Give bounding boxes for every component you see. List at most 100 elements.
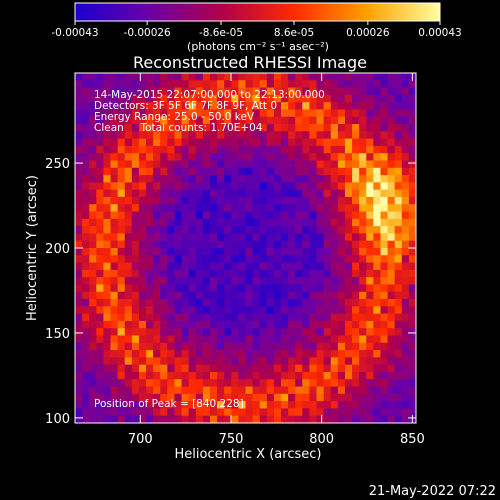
heatmap-cell xyxy=(224,153,232,162)
heatmap-cell xyxy=(131,262,140,271)
heatmap-cell xyxy=(124,364,133,373)
heatmap-cell xyxy=(231,386,239,395)
heatmap-cell xyxy=(337,124,346,132)
heatmap-cell xyxy=(288,116,296,125)
heatmap-cell xyxy=(89,350,97,358)
heatmap-cell xyxy=(117,102,126,111)
heatmap-cell xyxy=(352,401,360,410)
heatmap-cell xyxy=(273,109,282,118)
heatmap-cell xyxy=(146,255,154,264)
y-axis-label: Heliocentric Y (arcsec) xyxy=(25,175,40,321)
heatmap-cell xyxy=(252,182,261,191)
heatmap-cell xyxy=(181,218,190,227)
heatmap-cell xyxy=(202,415,211,423)
heatmap-cell xyxy=(401,80,410,89)
heatmap-cell xyxy=(302,240,311,249)
heatmap-cell xyxy=(245,124,254,132)
heatmap-cell xyxy=(408,116,416,125)
heatmap-cell xyxy=(89,248,97,256)
heatmap-cell xyxy=(316,401,325,410)
heatmap-cell xyxy=(188,415,197,423)
heatmap-cell xyxy=(96,211,105,220)
heatmap-cell xyxy=(82,350,90,358)
heatmap-cell xyxy=(231,335,239,344)
heatmap-cell xyxy=(295,109,303,118)
heatmap-cell xyxy=(153,401,161,410)
heatmap-cell xyxy=(359,328,367,337)
heatmap-cell xyxy=(89,299,97,307)
heatmap-cell xyxy=(153,131,161,140)
heatmap-cell xyxy=(160,175,168,183)
heatmap-cell xyxy=(195,87,204,96)
heatmap-cell xyxy=(238,204,247,213)
heatmap-cell xyxy=(281,313,289,322)
heatmap-cell xyxy=(337,408,346,417)
heatmap-cell xyxy=(146,189,154,198)
heatmap-cell xyxy=(295,284,303,293)
heatmap-cell xyxy=(302,262,311,271)
heatmap-cell xyxy=(167,160,176,169)
heatmap-cell xyxy=(160,233,168,242)
heatmap-cell xyxy=(408,401,416,410)
heatmap-cell xyxy=(209,255,218,264)
heatmap-cell xyxy=(217,255,225,264)
heatmap-cell xyxy=(224,80,232,89)
heatmap-cell xyxy=(330,145,339,154)
heatmap-cell xyxy=(373,131,382,140)
heatmap-cell xyxy=(302,102,311,111)
heatmap-cell xyxy=(96,175,105,183)
footer-date: 21-May-2022 07:22 xyxy=(369,484,496,499)
heatmap-cell xyxy=(273,138,282,147)
heatmap-cell xyxy=(344,291,353,300)
heatmap-cell xyxy=(295,73,303,81)
heatmap-cell xyxy=(281,350,289,358)
heatmap-cell xyxy=(359,204,367,213)
heatmap-cell xyxy=(75,306,83,315)
heatmap-cell xyxy=(252,277,261,286)
heatmap-cell xyxy=(131,240,140,249)
heatmap-cell xyxy=(387,124,396,132)
heatmap-cell xyxy=(344,371,353,380)
heatmap-cell xyxy=(174,211,183,220)
heatmap-cell xyxy=(259,408,268,417)
heatmap-cell xyxy=(245,182,254,191)
heatmap-cell xyxy=(174,175,183,183)
heatmap-cell xyxy=(316,291,325,300)
heatmap-cell xyxy=(337,102,346,111)
heatmap-cell xyxy=(103,211,112,220)
heatmap-cell xyxy=(224,167,232,176)
heatmap-cell xyxy=(359,401,367,410)
heatmap-cell xyxy=(359,262,367,271)
heatmap-cell xyxy=(401,124,410,132)
heatmap-cell xyxy=(394,167,403,176)
heatmap-cell xyxy=(352,160,360,169)
heatmap-cell xyxy=(259,160,268,169)
heatmap-cell xyxy=(295,131,303,140)
heatmap-cell xyxy=(117,284,126,293)
heatmap-cell xyxy=(337,153,346,162)
heatmap-cell xyxy=(138,357,147,366)
heatmap-cell xyxy=(408,350,416,358)
heatmap-cell xyxy=(82,284,90,293)
heatmap-cell xyxy=(131,357,140,366)
heatmap-cell xyxy=(231,371,239,380)
heatmap-cell xyxy=(366,255,374,264)
heatmap-cell xyxy=(75,196,83,205)
heatmap-cell xyxy=(387,138,396,147)
heatmap-cell xyxy=(153,153,161,162)
heatmap-cell xyxy=(266,226,275,235)
heatmap-cell xyxy=(245,248,254,256)
heatmap-cell xyxy=(167,393,176,402)
heatmap-cell xyxy=(217,269,225,278)
heatmap-cell xyxy=(245,371,254,380)
heatmap-cell xyxy=(316,364,325,373)
heatmap-cell xyxy=(316,116,325,125)
heatmap-cell xyxy=(110,189,119,198)
heatmap-cell xyxy=(167,313,176,322)
heatmap-cell xyxy=(288,73,296,81)
heatmap-cell xyxy=(167,196,176,205)
heatmap-cell xyxy=(238,94,247,103)
heatmap-cell xyxy=(387,401,396,410)
heatmap-cell xyxy=(380,160,389,169)
heatmap-cell xyxy=(103,240,112,249)
